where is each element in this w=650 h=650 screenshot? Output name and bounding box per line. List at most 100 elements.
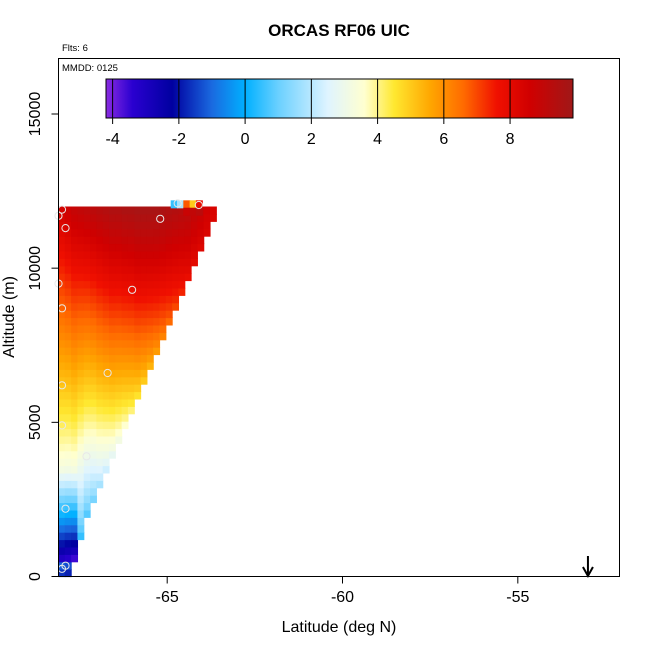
x-tick-label: -65: [156, 589, 179, 606]
heatmap-cell: [153, 280, 161, 289]
heatmap-cell: [102, 324, 110, 333]
heatmap-cell: [184, 236, 192, 245]
heatmap-cell: [191, 228, 198, 237]
heatmap-cell: [153, 295, 161, 304]
heatmap-cell: [58, 480, 66, 489]
heatmap-cell: [159, 324, 167, 333]
heatmap-cell: [121, 413, 129, 422]
heatmap-cell: [64, 236, 72, 245]
heatmap-cell: [102, 398, 110, 407]
heatmap-cell: [71, 524, 79, 533]
heatmap-cell: [115, 324, 123, 333]
colorbar-tick-label: 0: [241, 131, 250, 148]
heatmap-cell: [71, 310, 79, 319]
heatmap-cell: [172, 213, 180, 222]
heatmap-cell: [83, 369, 91, 378]
heatmap-cell: [83, 450, 91, 459]
heatmap-cell: [121, 258, 129, 267]
heatmap-cell: [165, 302, 173, 311]
heatmap-cell: [127, 206, 135, 215]
heatmap-cell: [83, 472, 91, 481]
heatmap-cell: [96, 280, 104, 289]
heatmap-cell: [96, 339, 104, 348]
heatmap-cell: [58, 398, 66, 407]
heatmap-cell: [77, 443, 85, 452]
observation-point: [194, 200, 203, 210]
heatmap-cell: [77, 502, 85, 511]
heatmap-cell: [96, 443, 104, 452]
heatmap-cell: [102, 435, 110, 444]
heatmap-cell: [108, 384, 116, 393]
heatmap-cell: [71, 354, 79, 363]
heatmap-cell: [178, 206, 186, 215]
heatmap-cell: [71, 546, 79, 555]
heatmap-cell: [71, 228, 79, 237]
heatmap-cell: [153, 324, 161, 333]
heatmap-cell: [83, 391, 91, 400]
heatmap-cell: [108, 206, 116, 215]
heatmap-cell: [71, 495, 79, 504]
heatmap-cell: [58, 517, 66, 526]
heatmap-cell: [189, 200, 197, 209]
heatmap-cell: [71, 428, 79, 437]
heatmap-cell: [108, 287, 116, 296]
heatmap-cell: [121, 295, 129, 304]
heatmap-cell: [178, 228, 186, 237]
heatmap-cell: [115, 243, 123, 252]
heatmap-cell: [64, 450, 72, 459]
heatmap-cell: [209, 213, 217, 222]
heatmap-cell: [146, 228, 154, 237]
heatmap-cell: [64, 206, 72, 215]
heatmap-cell: [134, 391, 142, 400]
heatmap-cell: [146, 265, 154, 274]
heatmap-cell: [77, 369, 85, 378]
heatmap-cell: [77, 302, 85, 311]
heatmap-cell: [83, 458, 91, 467]
heatmap-cell: [83, 332, 91, 341]
y-tick-label: 5000: [27, 404, 44, 440]
heatmap-cell: [58, 243, 66, 252]
heatmap-cell: [115, 347, 123, 356]
heatmap-cell: [195, 207, 203, 216]
heatmap-cell: [77, 273, 85, 282]
heatmap-cell: [96, 236, 104, 245]
heatmap-cell: [96, 435, 104, 444]
heatmap-cell: [140, 258, 148, 267]
heatmap-cell: [127, 391, 135, 400]
heatmap-cell: [71, 554, 79, 563]
heatmap-cell: [159, 236, 167, 245]
heatmap-cell: [102, 339, 110, 348]
heatmap-cell: [83, 495, 91, 504]
heatmap-cell: [96, 450, 104, 459]
heatmap-cell: [58, 465, 66, 474]
observation-point: [156, 214, 165, 223]
heatmap-cell: [71, 532, 79, 541]
heatmap-cell: [90, 435, 97, 444]
heatmap-cell: [127, 228, 135, 237]
heatmap-cell: [102, 428, 110, 437]
heatmap-cell: [64, 391, 72, 400]
x-tick-label: -55: [506, 589, 529, 606]
heatmap-cell: [102, 287, 110, 296]
heatmap-cell: [127, 347, 135, 356]
heatmap-cell: [197, 228, 205, 237]
heatmap-cell: [71, 509, 79, 518]
heatmap-cell: [102, 302, 110, 311]
heatmap-cell: [64, 354, 72, 363]
heatmap-cell: [64, 243, 72, 252]
heatmap-cell: [178, 213, 186, 222]
heatmap-cell: [134, 354, 142, 363]
colorbar-tick-label: -4: [106, 131, 120, 148]
heatmap-cell: [115, 258, 123, 267]
heatmap-cell: [189, 207, 197, 216]
heatmap-cell: [102, 317, 110, 326]
heatmap-cell: [121, 369, 129, 378]
heatmap-cell: [90, 287, 97, 296]
heatmap-cell: [115, 280, 123, 289]
heatmap-cell: [121, 250, 129, 259]
heatmap-cell: [77, 376, 85, 385]
heatmap-cell: [64, 384, 72, 393]
heatmap-cell: [183, 200, 191, 209]
heatmap-cell: [134, 273, 142, 282]
heatmap-cell: [71, 250, 79, 259]
